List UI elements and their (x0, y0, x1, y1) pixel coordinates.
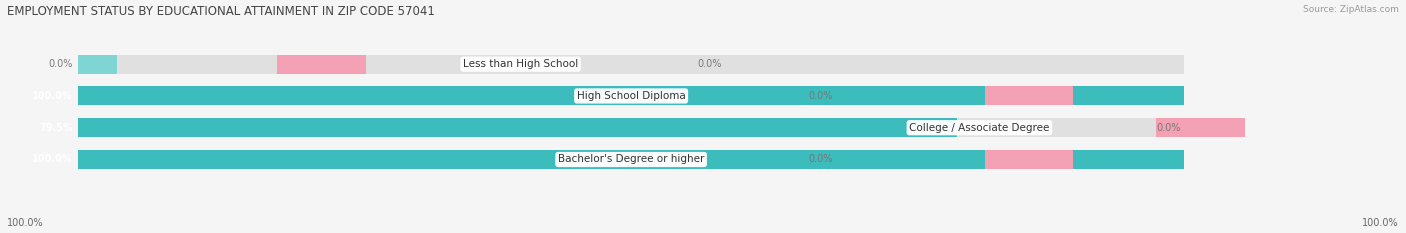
Text: 0.0%: 0.0% (697, 59, 721, 69)
Bar (79, 55, 1184, 74)
Bar (79, 150, 1184, 169)
Bar (277, 55, 366, 74)
Text: 100.0%: 100.0% (32, 154, 73, 164)
Bar (79, 86, 1184, 106)
Text: 0.0%: 0.0% (1156, 123, 1181, 133)
Text: Bachelor's Degree or higher: Bachelor's Degree or higher (558, 154, 704, 164)
Bar (79, 118, 957, 137)
Bar (79, 150, 1184, 169)
Bar (986, 150, 1073, 169)
Text: Source: ZipAtlas.com: Source: ZipAtlas.com (1303, 5, 1399, 14)
Bar (79, 118, 1184, 137)
Text: High School Diploma: High School Diploma (576, 91, 686, 101)
Text: 0.0%: 0.0% (808, 91, 832, 101)
Text: 100.0%: 100.0% (32, 91, 73, 101)
Text: College / Associate Degree: College / Associate Degree (910, 123, 1050, 133)
Bar (1156, 118, 1244, 137)
Bar (79, 55, 117, 74)
Text: EMPLOYMENT STATUS BY EDUCATIONAL ATTAINMENT IN ZIP CODE 57041: EMPLOYMENT STATUS BY EDUCATIONAL ATTAINM… (7, 5, 434, 18)
Text: 100.0%: 100.0% (1362, 218, 1399, 228)
Text: Less than High School: Less than High School (463, 59, 578, 69)
Text: 100.0%: 100.0% (7, 218, 44, 228)
Bar (79, 86, 1184, 106)
Bar (986, 86, 1073, 106)
Text: 0.0%: 0.0% (48, 59, 73, 69)
Text: 0.0%: 0.0% (808, 154, 832, 164)
Text: 79.5%: 79.5% (39, 123, 73, 133)
